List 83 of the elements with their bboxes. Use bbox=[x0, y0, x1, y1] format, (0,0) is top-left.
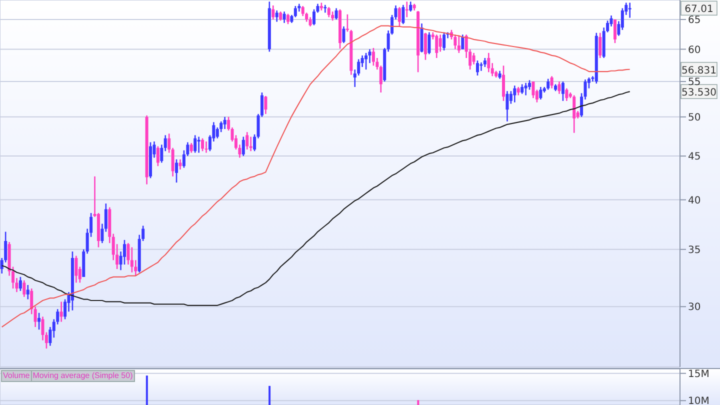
candlestick bbox=[249, 136, 252, 152]
candlestick bbox=[558, 80, 561, 95]
candlestick bbox=[60, 301, 63, 322]
candlestick bbox=[487, 52, 490, 73]
candlestick bbox=[242, 136, 245, 157]
candlestick bbox=[546, 78, 550, 90]
y-tick-label: 45 bbox=[688, 152, 701, 163]
candlestick bbox=[130, 246, 134, 274]
candlestick bbox=[438, 34, 442, 52]
candlestick bbox=[223, 116, 226, 130]
candlestick bbox=[461, 34, 464, 50]
candlestick bbox=[476, 60, 479, 76]
candlestick bbox=[506, 90, 509, 122]
candlestick bbox=[539, 86, 542, 100]
candlestick bbox=[598, 32, 602, 59]
candlestick bbox=[41, 316, 44, 341]
y-tick-label: 30 bbox=[688, 302, 701, 314]
candlestick bbox=[402, 4, 405, 25]
candlestick bbox=[520, 84, 524, 95]
candlestick bbox=[364, 52, 368, 70]
candlestick bbox=[26, 284, 30, 300]
candlestick bbox=[550, 76, 554, 89]
annotation: 67.01 bbox=[684, 4, 714, 16]
candlestick bbox=[156, 146, 160, 167]
candlestick bbox=[613, 18, 616, 44]
text: Volume bbox=[2, 371, 32, 381]
y-tick-label: 60 bbox=[688, 44, 701, 56]
candlestick bbox=[204, 140, 208, 154]
candlestick bbox=[572, 94, 576, 134]
candlestick bbox=[246, 131, 249, 150]
y-tick-label: 55 bbox=[688, 77, 701, 88]
candlestick bbox=[424, 32, 427, 61]
candlestick bbox=[279, 10, 282, 22]
candlestick bbox=[565, 88, 568, 102]
candlestick bbox=[334, 8, 338, 20]
candlestick bbox=[502, 65, 506, 102]
candlestick bbox=[342, 26, 346, 44]
candlestick bbox=[275, 10, 278, 22]
candlestick bbox=[126, 242, 130, 266]
candlestick bbox=[405, 0, 408, 18]
candlestick bbox=[472, 52, 476, 66]
y-tick-label: 50 bbox=[688, 112, 701, 124]
candlestick bbox=[74, 255, 78, 284]
annotation: 56.831 bbox=[682, 65, 716, 76]
candlestick bbox=[286, 13, 290, 25]
candlestick bbox=[442, 32, 446, 52]
candlestick bbox=[190, 142, 193, 154]
candlestick bbox=[38, 312, 41, 330]
candlestick bbox=[372, 47, 375, 66]
candlestick bbox=[428, 32, 431, 55]
candlestick bbox=[308, 16, 312, 28]
candlestick bbox=[264, 95, 268, 115]
candlestick bbox=[628, 2, 632, 18]
candlestick bbox=[331, 10, 334, 22]
candlestick bbox=[398, 6, 401, 28]
annotation: Moving average (Simple 50) bbox=[32, 371, 134, 381]
candlestick bbox=[454, 34, 457, 50]
candlestick bbox=[178, 158, 182, 170]
y-tick-label: 40 bbox=[688, 195, 701, 206]
y-tick-label: 35 bbox=[688, 244, 701, 256]
candlestick bbox=[327, 6, 330, 18]
y-tick-label: 10M bbox=[688, 396, 710, 405]
candlestick bbox=[561, 80, 564, 102]
candlestick bbox=[457, 35, 460, 54]
candlestick bbox=[524, 82, 528, 96]
candlestick bbox=[409, 0, 412, 12]
candlestick bbox=[532, 80, 535, 99]
candlestick bbox=[435, 34, 438, 59]
candlestick bbox=[18, 276, 22, 292]
candlestick bbox=[197, 136, 200, 154]
candlestick bbox=[194, 134, 197, 154]
candlestick bbox=[22, 280, 26, 298]
line-series bbox=[1, 91, 630, 306]
candlestick bbox=[513, 84, 516, 104]
candlestick bbox=[610, 14, 613, 28]
candlestick bbox=[175, 158, 178, 184]
y-tick-label: 15M bbox=[688, 368, 710, 380]
y-tick-label: 65 bbox=[688, 15, 701, 26]
candlestick bbox=[201, 138, 204, 152]
candlestick bbox=[282, 10, 286, 24]
annotation: 53.530 bbox=[682, 88, 716, 99]
candlestick bbox=[324, 4, 327, 14]
candlestick bbox=[272, 4, 275, 20]
